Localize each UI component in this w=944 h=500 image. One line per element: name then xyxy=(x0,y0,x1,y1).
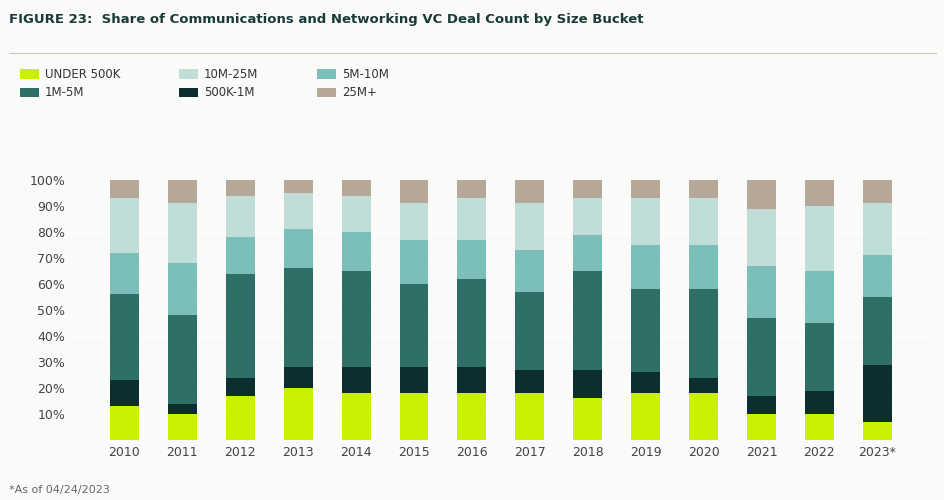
Bar xyxy=(573,198,601,234)
Bar xyxy=(457,393,486,440)
Bar xyxy=(746,180,775,208)
Bar xyxy=(283,180,312,193)
Bar xyxy=(110,198,139,253)
Bar xyxy=(110,253,139,294)
Bar xyxy=(226,180,255,196)
Bar xyxy=(341,196,370,232)
Bar xyxy=(226,196,255,237)
Bar xyxy=(631,180,660,198)
Bar xyxy=(573,271,601,370)
Bar xyxy=(514,204,544,250)
Bar xyxy=(283,268,312,367)
Bar xyxy=(226,237,255,274)
Bar xyxy=(631,372,660,393)
Bar xyxy=(341,367,370,393)
Bar xyxy=(341,393,370,440)
Bar xyxy=(514,370,544,393)
Bar xyxy=(573,398,601,440)
Bar xyxy=(514,393,544,440)
Bar xyxy=(804,180,833,206)
Bar xyxy=(514,292,544,370)
Bar xyxy=(457,198,486,240)
Bar xyxy=(804,206,833,271)
Bar xyxy=(804,390,833,414)
Bar xyxy=(168,414,196,440)
Bar xyxy=(226,378,255,396)
Bar xyxy=(399,393,428,440)
Bar xyxy=(514,250,544,292)
Bar xyxy=(168,315,196,404)
Bar xyxy=(457,240,486,279)
Bar xyxy=(631,393,660,440)
Bar xyxy=(573,234,601,271)
Bar xyxy=(573,180,601,198)
Bar xyxy=(862,256,891,297)
Bar xyxy=(862,180,891,204)
Bar xyxy=(399,204,428,240)
Bar xyxy=(110,180,139,198)
Bar xyxy=(514,180,544,204)
Bar xyxy=(746,414,775,440)
Bar xyxy=(226,396,255,440)
Bar xyxy=(168,180,196,204)
Bar xyxy=(168,263,196,315)
Bar xyxy=(226,274,255,378)
Legend: UNDER 500K, 1M-5M, 10M-25M, 500K-1M, 5M-10M, 25M+: UNDER 500K, 1M-5M, 10M-25M, 500K-1M, 5M-… xyxy=(15,64,394,104)
Bar xyxy=(804,271,833,323)
Bar xyxy=(804,414,833,440)
Bar xyxy=(283,193,312,230)
Bar xyxy=(631,245,660,289)
Bar xyxy=(457,279,486,367)
Bar xyxy=(399,284,428,367)
Bar xyxy=(573,370,601,398)
Bar xyxy=(746,396,775,414)
Bar xyxy=(399,240,428,284)
Bar xyxy=(688,180,717,198)
Bar xyxy=(746,318,775,396)
Bar xyxy=(283,388,312,440)
Bar xyxy=(168,404,196,414)
Bar xyxy=(399,367,428,393)
Bar xyxy=(110,406,139,440)
Bar xyxy=(688,198,717,245)
Bar xyxy=(804,323,833,390)
Bar xyxy=(341,180,370,196)
Bar xyxy=(283,230,312,268)
Bar xyxy=(457,180,486,198)
Bar xyxy=(862,297,891,364)
Bar xyxy=(688,289,717,378)
Bar xyxy=(862,422,891,440)
Bar xyxy=(862,204,891,256)
Bar xyxy=(341,271,370,367)
Bar xyxy=(168,204,196,263)
Bar xyxy=(688,393,717,440)
Bar xyxy=(341,232,370,271)
Bar xyxy=(399,180,428,204)
Bar xyxy=(862,364,891,422)
Text: *As of 04/24/2023: *As of 04/24/2023 xyxy=(9,485,110,495)
Bar xyxy=(688,245,717,289)
Bar xyxy=(631,198,660,245)
Bar xyxy=(110,380,139,406)
Bar xyxy=(688,378,717,393)
Text: FIGURE 23:  Share of Communications and Networking VC Deal Count by Size Bucket: FIGURE 23: Share of Communications and N… xyxy=(9,12,643,26)
Bar xyxy=(746,266,775,318)
Bar xyxy=(746,208,775,266)
Bar xyxy=(110,294,139,380)
Bar xyxy=(283,367,312,388)
Bar xyxy=(457,367,486,393)
Bar xyxy=(631,289,660,372)
